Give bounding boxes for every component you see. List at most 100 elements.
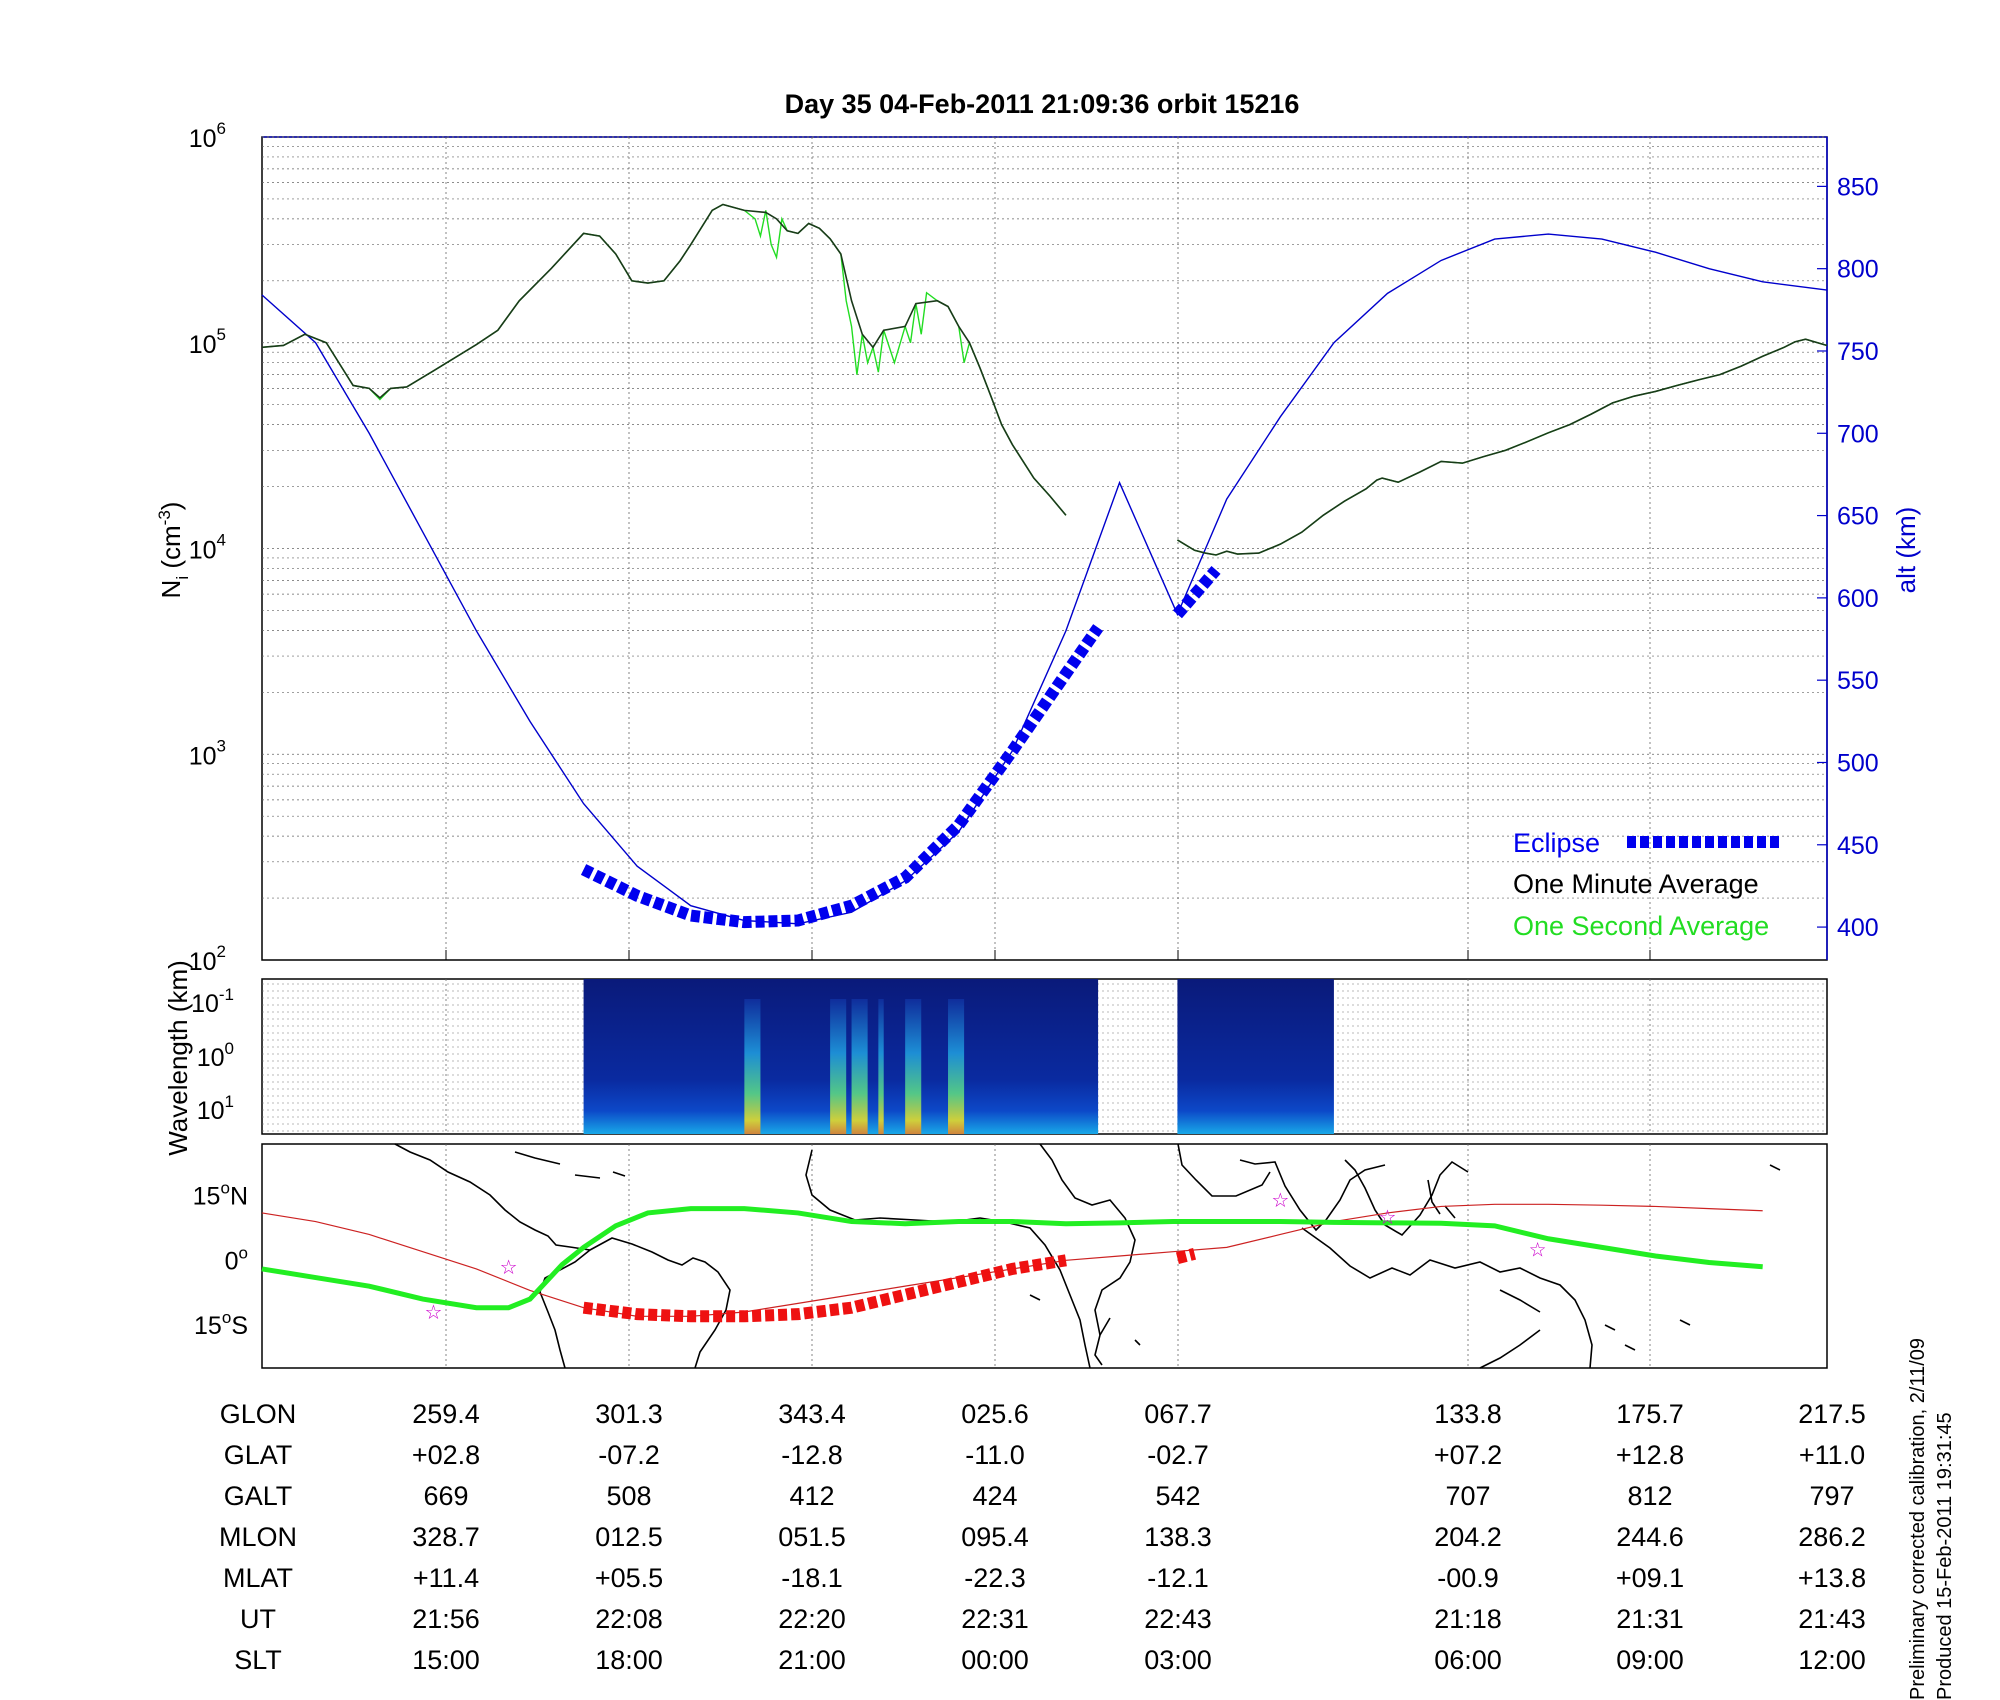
altitude-tick-label: 800 xyxy=(1837,256,1879,284)
table-cell: 095.4 xyxy=(961,1522,1029,1552)
table-row-label: MLAT xyxy=(223,1563,293,1593)
ground-track xyxy=(261,1206,1763,1311)
table-cell: 204.2 xyxy=(1434,1522,1502,1552)
spectrogram-grid xyxy=(262,979,1827,1134)
table-cell: 06:00 xyxy=(1434,1645,1502,1675)
star-marker: ☆ xyxy=(1379,1205,1397,1229)
density-ytick-label: 105 xyxy=(189,325,226,359)
table-cell: -00.9 xyxy=(1437,1563,1499,1593)
coast-central-america xyxy=(394,1143,591,1251)
table-cell: 138.3 xyxy=(1144,1522,1212,1552)
series-one-minute-average xyxy=(261,203,1067,516)
orbit-table: GLON GLAT GALT MLON MLAT UT SLT 259.4 +02.8 669 32… xyxy=(219,1399,1866,1675)
map-ytick-label: 15oN xyxy=(193,1179,248,1211)
table-cell: 259.4 xyxy=(412,1399,480,1429)
table-cell: 22:43 xyxy=(1144,1604,1212,1634)
star-marker: ☆ xyxy=(425,1300,443,1324)
legend-eclipse-label: Eclipse xyxy=(1513,828,1600,858)
table-cell: 18:00 xyxy=(595,1645,663,1675)
altitude-tick-label: 750 xyxy=(1837,338,1879,366)
table-cell: 301.3 xyxy=(595,1399,663,1429)
spectrogram-y-label: Wavelength (km) xyxy=(163,960,193,1156)
table-cell: +05.5 xyxy=(595,1563,663,1593)
table-cell: -07.2 xyxy=(598,1440,660,1470)
footer-line2: Produced 15-Feb-2011 19:31:45 xyxy=(1934,1412,1956,1700)
spectrogram-bright-band xyxy=(851,999,868,1134)
altitude-tick-label: 650 xyxy=(1837,503,1879,531)
spectrogram-bright-band xyxy=(744,999,761,1134)
table-row-label: GLON xyxy=(220,1399,297,1429)
coast-india xyxy=(1239,1159,1386,1232)
series-eclipse xyxy=(1172,565,1221,619)
density-ytick-label: 102 xyxy=(189,942,226,976)
table-cell: +09.1 xyxy=(1616,1563,1684,1593)
coast-small-islands xyxy=(1029,1164,1781,1351)
coast-west-africa xyxy=(805,1149,1091,1369)
spectrogram-bright-band xyxy=(905,999,922,1134)
table-cell: 025.6 xyxy=(961,1399,1029,1429)
legend-one-minute-label: One Minute Average xyxy=(1513,869,1759,899)
table-cell: 21:18 xyxy=(1434,1604,1502,1634)
table-cell: 328.7 xyxy=(412,1522,480,1552)
altitude-y-ticks: 400 450 500 550 600 650 700 750 800 850 xyxy=(1817,173,1879,942)
footer-line1: Preliminary corrected calibration, 2/11/… xyxy=(1907,1338,1929,1700)
legend-one-second-label: One Second Average xyxy=(1513,911,1769,941)
eclipse-track xyxy=(582,1254,1067,1323)
table-cell: 542 xyxy=(1155,1481,1200,1511)
density-ytick-label: 106 xyxy=(189,119,226,153)
table-cell: 424 xyxy=(972,1481,1017,1511)
map-tracks: ☆ ☆ ☆ ☆ ☆ xyxy=(261,1188,1763,1324)
table-cell: 21:56 xyxy=(412,1604,480,1634)
map-panel: ☆ ☆ ☆ ☆ ☆ 15oN 0o 15oS xyxy=(193,1143,1828,1369)
table-cell: 244.6 xyxy=(1616,1522,1684,1552)
density-y-ticks: 102 103 104 105 106 xyxy=(189,119,226,976)
density-panel: 102 103 104 105 106 400 450 500 550 600 650 700 750… xyxy=(155,119,1921,976)
map-ytick-label: 0o xyxy=(225,1243,248,1275)
table-cell: -12.1 xyxy=(1147,1563,1209,1593)
table-cell: 707 xyxy=(1445,1481,1490,1511)
table-cell: 175.7 xyxy=(1616,1399,1684,1429)
y2-axis-label: alt (km) xyxy=(1891,507,1921,594)
star-marker: ☆ xyxy=(1529,1238,1547,1262)
coast-arabia xyxy=(1177,1143,1271,1197)
table-cell: 669 xyxy=(423,1481,468,1511)
table-cell: 343.4 xyxy=(778,1399,846,1429)
density-ytick-label: 103 xyxy=(189,736,226,770)
chart-title: Day 35 04-Feb-2011 21:09:36 orbit 15216 xyxy=(785,89,1300,119)
table-cell: 09:00 xyxy=(1616,1645,1684,1675)
table-cell: 133.8 xyxy=(1434,1399,1502,1429)
table-row-label: GALT xyxy=(224,1481,293,1511)
table-cell: 12:00 xyxy=(1798,1645,1866,1675)
coast-south-america xyxy=(539,1237,731,1369)
table-cell: -12.8 xyxy=(781,1440,843,1470)
coast-southeast-asia xyxy=(1344,1159,1469,1237)
map-ytick-label: 15oS xyxy=(194,1308,248,1340)
table-cell: 286.2 xyxy=(1798,1522,1866,1552)
table-row-label: GLAT xyxy=(224,1440,293,1470)
series-eclipse xyxy=(580,624,1104,929)
altitude-tick-label: 550 xyxy=(1837,667,1879,695)
coast-madagascar xyxy=(1094,1317,1111,1366)
table-cell: 051.5 xyxy=(778,1522,846,1552)
table-cell: -11.0 xyxy=(965,1440,1025,1470)
table-row-label: SLT xyxy=(234,1645,282,1675)
spectrogram-ytick-label: 100 xyxy=(197,1039,234,1072)
series-altitude xyxy=(261,233,1828,925)
table-cell: -18.1 xyxy=(781,1563,843,1593)
spectrogram-bright-band xyxy=(878,999,884,1134)
table-cell: 21:43 xyxy=(1798,1604,1866,1634)
table-cell: 217.5 xyxy=(1798,1399,1866,1429)
table-cell: 412 xyxy=(789,1481,834,1511)
table-cell: 797 xyxy=(1809,1481,1854,1511)
coast-east-africa xyxy=(1039,1143,1136,1336)
table-cell: 812 xyxy=(1627,1481,1672,1511)
table-row-label: MLON xyxy=(219,1522,297,1552)
table-cell: 15:00 xyxy=(412,1645,480,1675)
table-cell: 03:00 xyxy=(1144,1645,1212,1675)
y-axis-label: Ni (cm-3) xyxy=(155,502,192,599)
table-cell: +07.2 xyxy=(1434,1440,1502,1470)
table-cell: 00:00 xyxy=(961,1645,1029,1675)
table-cell: +12.8 xyxy=(1616,1440,1684,1470)
spectrogram-ytick-label: 101 xyxy=(197,1092,234,1125)
